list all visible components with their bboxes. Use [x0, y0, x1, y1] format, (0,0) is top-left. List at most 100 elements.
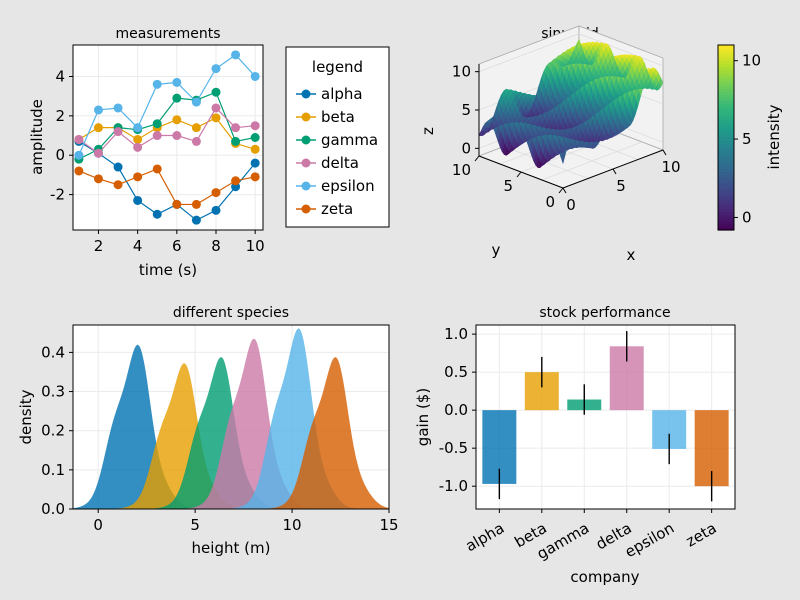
- x-tick-label: 4: [133, 237, 143, 255]
- data-point: [191, 215, 201, 225]
- series-delta: [74, 103, 260, 158]
- y-tick-label: -2: [50, 186, 65, 204]
- data-point: [74, 134, 84, 144]
- measurements-title: measurements: [116, 26, 221, 42]
- measurements-ticks: 2 4 6 8 10 -2 0 2 4: [50, 67, 265, 255]
- data-point: [93, 174, 103, 184]
- legend-label: epsilon: [321, 177, 375, 195]
- y-tick-label: 0.2: [41, 422, 65, 440]
- data-point: [113, 127, 123, 137]
- stock-y-axis-label: gain ($): [414, 388, 432, 446]
- colorbar-segment: [718, 205, 734, 210]
- legend-marker-swatch: [301, 181, 311, 191]
- legend-marker-swatch: [301, 89, 311, 99]
- colorbar-segment: [718, 72, 734, 77]
- colorbar-segment: [718, 208, 734, 213]
- data-point: [133, 123, 143, 133]
- colorbar-segment: [718, 180, 734, 185]
- legend-item-delta: delta: [296, 154, 359, 172]
- colorbar-segment: [718, 125, 734, 129]
- y-tick-label: 0.4: [41, 343, 65, 361]
- y-tick: [516, 171, 522, 178]
- density-area: [150, 357, 283, 509]
- legend-marker-swatch: [301, 158, 311, 168]
- colorbar-segment: [718, 60, 734, 65]
- sinusoid-y-axis-label: y: [492, 241, 501, 259]
- series-line: [78, 117, 256, 150]
- sinusoid-x-axis-label: x: [627, 246, 636, 264]
- y-tick-label: -1.0: [439, 477, 468, 495]
- intensity-colorbar: 0 5 10: [717, 44, 761, 231]
- species-y-axis-label: density: [17, 389, 35, 444]
- colorbar-segment: [718, 183, 734, 188]
- data-point: [93, 148, 103, 158]
- x-tick-label: 10: [283, 516, 302, 534]
- data-point: [211, 113, 221, 123]
- stock-x-axis-label: company: [570, 568, 639, 586]
- data-point: [93, 105, 103, 115]
- colorbar-segment: [718, 103, 734, 108]
- data-point: [113, 162, 123, 172]
- z-gridline: [478, 33, 664, 73]
- series-line: [78, 107, 256, 155]
- colorbar-segment: [718, 168, 734, 173]
- data-point: [250, 158, 260, 168]
- y-tick-label: 0.1: [41, 461, 65, 479]
- data-point: [133, 142, 143, 152]
- colorbar-segment: [718, 115, 734, 120]
- colorbar-segment: [718, 214, 734, 219]
- colorbar-segment: [718, 85, 734, 89]
- x-tick-label: 8: [211, 237, 221, 255]
- x-tick-label: 5: [616, 177, 626, 195]
- measurements-frame: [72, 44, 264, 231]
- colorbar-segment: [718, 112, 734, 117]
- z-tick-label: 0: [461, 139, 471, 157]
- y-tick-label: 10: [452, 161, 471, 179]
- colorbar-segment: [718, 199, 734, 203]
- data-point: [152, 209, 162, 219]
- colorbar-segment: [718, 177, 734, 182]
- density-area: [264, 357, 389, 509]
- stock-bars: [482, 346, 729, 487]
- species-frame: [72, 324, 390, 510]
- series-line: [78, 91, 256, 160]
- data-point: [211, 205, 221, 215]
- species-ticks: 0 5 10 15 0.0 0.1 0.2 0.3 0.4: [41, 343, 398, 534]
- data-point: [231, 50, 241, 60]
- density-area: [183, 338, 316, 509]
- colorbar-segment: [718, 119, 734, 123]
- colorbar-segment: [718, 159, 734, 163]
- stock-error-bars: [498, 331, 713, 502]
- legend-label: gamma: [321, 131, 378, 149]
- colorbar-segment: [718, 146, 734, 151]
- colorbar-segment: [718, 174, 734, 179]
- y-tick-label: 1.0: [444, 325, 468, 343]
- density-area: [113, 363, 246, 509]
- colorbar-segment: [718, 54, 734, 58]
- y-tick-label: 0.5: [444, 363, 468, 381]
- colorbar-segment: [718, 193, 734, 197]
- legend-label: alpha: [321, 85, 363, 103]
- series-zeta: [74, 164, 260, 209]
- colorbar-segment: [718, 137, 734, 142]
- data-point: [250, 133, 260, 142]
- data-point: [172, 115, 182, 125]
- colorbar-segment: [718, 94, 734, 99]
- colorbar-segment: [718, 63, 734, 68]
- data-point: [231, 136, 241, 146]
- data-point: [191, 97, 201, 107]
- colorbar-segment: [718, 189, 734, 194]
- legend-marker-swatch: [301, 112, 311, 122]
- colorbar-segment: [718, 162, 734, 166]
- legend-item-gamma: gamma: [296, 131, 378, 149]
- series-line: [78, 168, 256, 206]
- data-point: [172, 199, 182, 209]
- data-point: [231, 123, 241, 133]
- colorbar-segment: [718, 45, 734, 49]
- legend-item-beta: beta: [296, 108, 355, 126]
- colorbar-segment: [718, 78, 734, 83]
- colorbar-segment: [718, 226, 734, 231]
- data-point: [231, 176, 241, 186]
- series-line: [78, 54, 256, 156]
- colorbar-segment: [718, 109, 734, 114]
